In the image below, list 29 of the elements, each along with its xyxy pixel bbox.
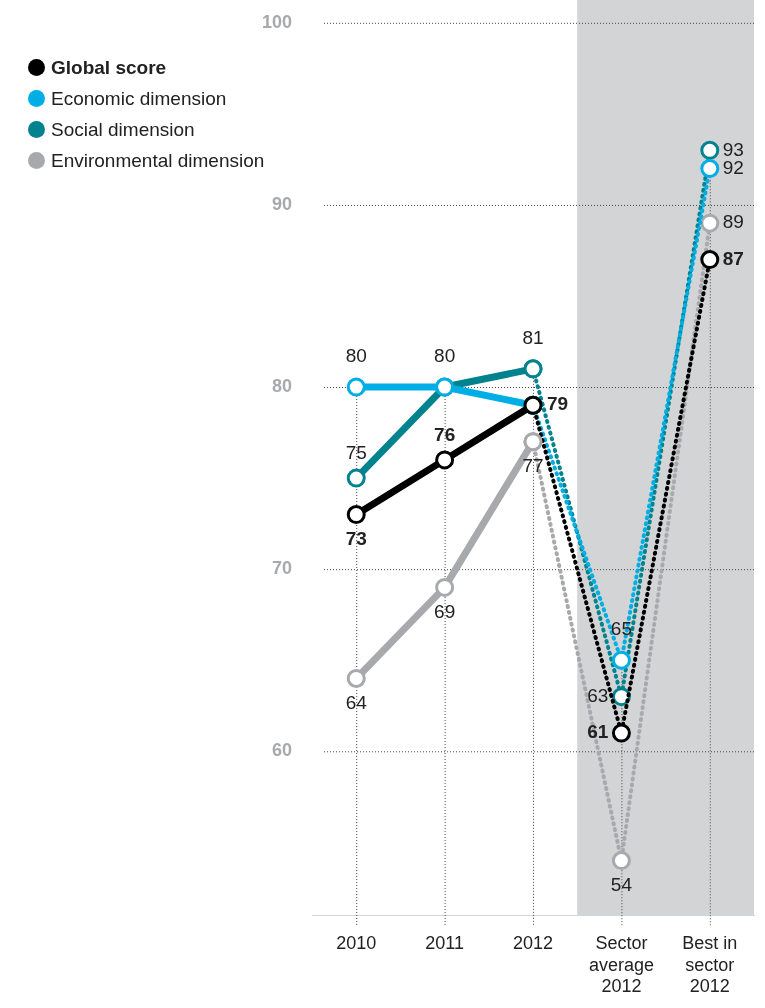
y-tick-label: 60 [272, 740, 293, 761]
data-label: 76 [434, 424, 456, 446]
y-tick-label: 100 [261, 11, 293, 32]
data-label: 63 [587, 684, 609, 706]
legend-label: Environmental dimension [51, 149, 265, 172]
data-label: 64 [345, 691, 368, 713]
data-label: 54 [610, 873, 633, 895]
x-tick-label: 2011 [425, 932, 464, 953]
data-label: 79 [547, 393, 569, 415]
data-label: 77 [522, 454, 544, 476]
y-tick-label: 90 [272, 193, 293, 214]
y-tick-label: 70 [272, 558, 293, 579]
data-label: 80 [434, 345, 456, 367]
data-label: 69 [434, 600, 456, 622]
data-label: 75 [345, 442, 367, 464]
x-tick-label: Sector average 2012 [588, 932, 654, 997]
x-tick-label: 2010 [336, 932, 377, 953]
data-label: 61 [587, 721, 609, 743]
data-label: 73 [345, 527, 367, 549]
data-label: 89 [722, 211, 744, 233]
legend-label: Global score [51, 56, 167, 79]
x-tick-label: 2012 [512, 932, 554, 953]
legend-label: Social dimension [51, 118, 195, 141]
data-label: 80 [345, 345, 367, 367]
legend-label: Economic dimension [51, 87, 227, 110]
y-tick-label: 80 [272, 376, 293, 397]
x-tick-label: Best in sector 2012 [682, 932, 738, 997]
data-label: 81 [522, 327, 544, 349]
data-label: 87 [722, 247, 744, 269]
